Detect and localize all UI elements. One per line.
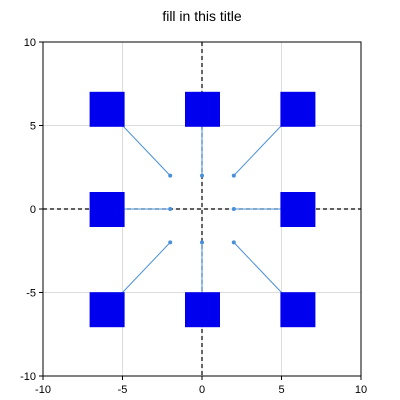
label-box-1 [185,91,220,127]
y-tick-label-3: 5 [30,121,36,133]
data-point-4 [231,207,236,211]
x-tick-label-1: -5 [118,384,128,396]
connector-line-2 [233,125,282,176]
data-point-0 [168,173,173,178]
label-box-3 [89,192,125,227]
label-box-0 [89,91,125,127]
y-tick-label-4: 10 [24,37,36,49]
axis-ticks: -10 -5 0 5 10 -10 -5 0 5 10 [20,37,367,396]
connector-line-5 [122,242,171,293]
connector-line-0 [122,125,171,176]
label-box-2 [280,91,316,127]
label-box-4 [280,192,316,227]
data-point-1 [200,173,204,178]
x-tick-label-2: 0 [199,384,205,396]
label-boxes [89,91,316,328]
data-point-2 [231,173,236,178]
chart-title: fill in this title [162,8,242,24]
x-tick-label-0: -10 [35,384,51,396]
label-box-6 [185,292,220,328]
y-tick-label-2: 0 [30,204,36,216]
data-point-5 [168,240,173,245]
connector-line-7 [233,242,282,293]
data-point-3 [168,207,173,211]
y-tick-label-0: -10 [20,371,36,383]
connector-lines [122,125,282,293]
data-point-7 [231,240,236,245]
y-tick-label-1: -5 [26,288,36,300]
label-box-5 [89,292,125,328]
data-point-6 [200,240,204,245]
data-points [168,173,236,245]
label-box-7 [280,292,316,328]
x-tick-label-3: 5 [278,384,284,396]
x-tick-label-4: 10 [355,384,367,396]
